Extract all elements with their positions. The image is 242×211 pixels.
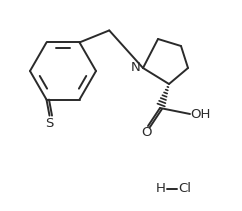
Text: Cl: Cl [179, 183, 191, 196]
Text: S: S [45, 117, 54, 130]
Text: N: N [131, 61, 141, 73]
Text: O: O [142, 127, 152, 139]
Text: OH: OH [190, 107, 210, 120]
Text: H: H [156, 183, 166, 196]
